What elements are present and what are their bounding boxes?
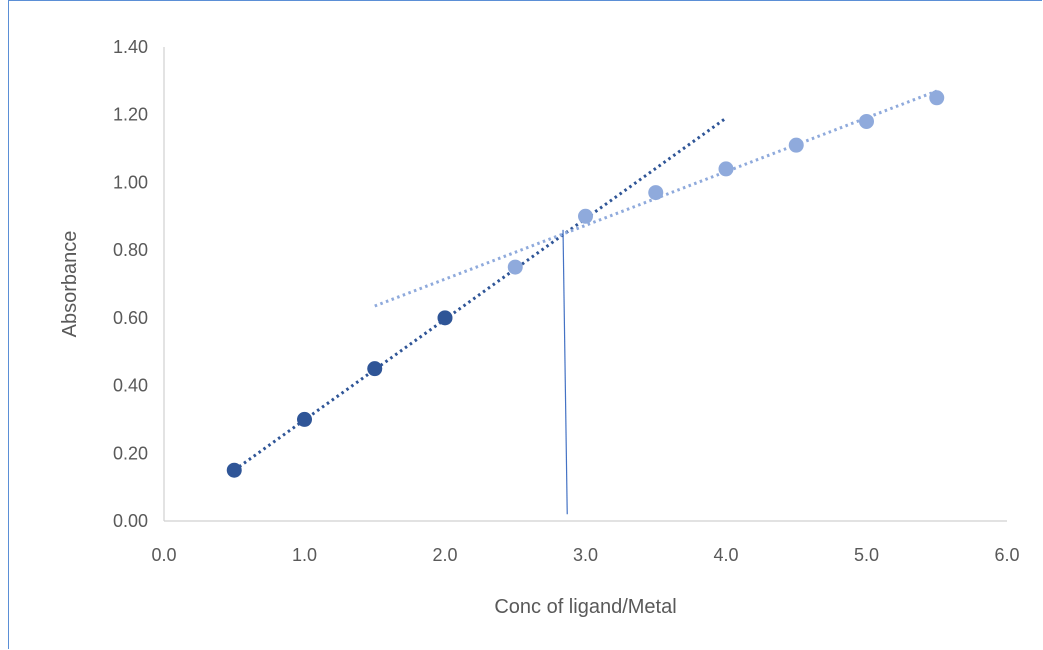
data-point-series-1 bbox=[437, 310, 453, 326]
data-point-series-1 bbox=[367, 361, 383, 377]
data-point-series-2 bbox=[507, 259, 523, 275]
x-tick-label: 5.0 bbox=[854, 545, 879, 565]
data-point-series-2 bbox=[929, 90, 945, 106]
data-point-series-2 bbox=[788, 137, 804, 153]
x-tick-label: 6.0 bbox=[994, 545, 1019, 565]
intersection-drop-line bbox=[562, 229, 568, 515]
data-point-series-2 bbox=[718, 161, 734, 177]
data-point-series-2 bbox=[578, 208, 593, 224]
x-tick-label: 4.0 bbox=[713, 545, 738, 565]
x-tick-label: 1.0 bbox=[292, 545, 317, 565]
y-tick-label: 0.80 bbox=[113, 240, 148, 260]
trendlines bbox=[233, 89, 938, 472]
x-tick-label: 3.0 bbox=[573, 545, 598, 565]
y-tick-label: 0.20 bbox=[113, 443, 148, 463]
axes bbox=[163, 47, 1007, 522]
data-point-series-2 bbox=[859, 113, 874, 129]
y-axis-title: Absorbance bbox=[59, 231, 81, 338]
x-tick-label: 0.0 bbox=[151, 545, 176, 565]
tick-labels: 0.0 1.0 2.0 3.0 4.0 5.0 6.0 0.00 0.20 0.40 0.60 0.8… bbox=[113, 37, 1020, 565]
data-point-series-1 bbox=[226, 462, 242, 478]
chart-frame: 0.0 1.0 2.0 3.0 4.0 5.0 6.0 0.00 0.20 0.40 0.60 0.8… bbox=[8, 0, 1042, 649]
data-point-series-1 bbox=[297, 411, 312, 427]
y-tick-label: 0.40 bbox=[113, 376, 148, 396]
y-tick-label: 0.60 bbox=[113, 308, 148, 328]
trendline-series-1 bbox=[233, 116, 727, 472]
x-tick-label: 2.0 bbox=[432, 545, 457, 565]
data-points bbox=[226, 90, 945, 478]
y-tick-label: 1.40 bbox=[113, 37, 148, 57]
x-axis-title: Conc of ligand/Metal bbox=[494, 596, 676, 618]
y-tick-label: 1.00 bbox=[113, 172, 148, 192]
y-tick-label: 0.00 bbox=[113, 511, 148, 531]
y-tick-label: 1.20 bbox=[113, 105, 148, 125]
annotations bbox=[562, 229, 568, 515]
scatter-chart: 0.0 1.0 2.0 3.0 4.0 5.0 6.0 0.00 0.20 0.40 0.60 0.8… bbox=[59, 37, 1020, 618]
data-point-series-2 bbox=[648, 185, 664, 201]
